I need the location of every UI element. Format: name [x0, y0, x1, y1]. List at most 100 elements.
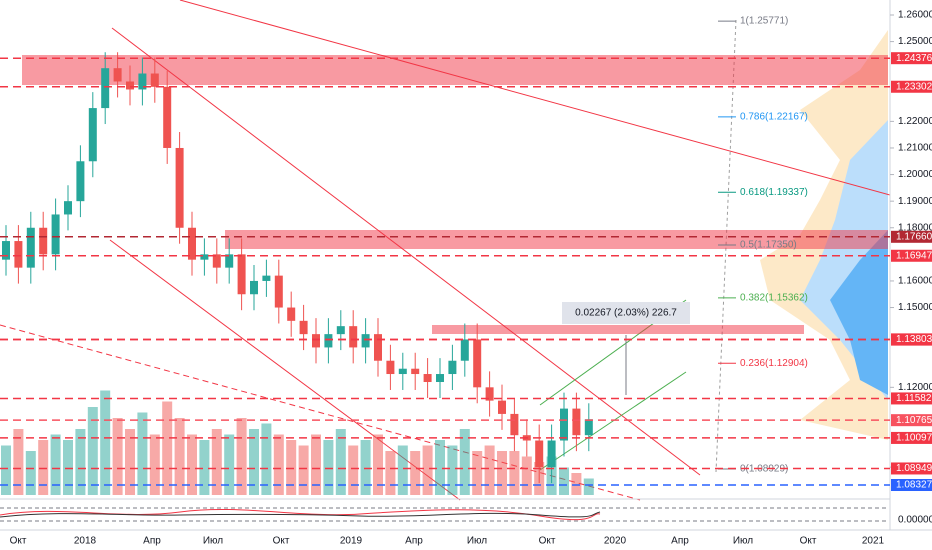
x-tick-label: 2019: [340, 536, 363, 547]
volume-bar: [38, 440, 49, 495]
candle-body: [163, 86, 172, 148]
y-tick-label: 1.19000: [898, 196, 932, 207]
volume-bar: [224, 434, 235, 495]
volume-bar: [348, 445, 359, 495]
x-tick-label: 2020: [604, 536, 627, 547]
candle-body: [473, 339, 482, 388]
y-tick-label: 1.18000: [898, 222, 932, 233]
candle-body: [101, 68, 110, 109]
fib-label: 0.382(1.15362): [740, 293, 808, 304]
candle-body: [76, 161, 85, 202]
candle-body: [225, 254, 234, 268]
candle-body: [423, 374, 432, 383]
price-badge-label: 1.08327: [896, 480, 932, 491]
volume-bar: [25, 451, 36, 495]
volume-bar: [236, 418, 247, 495]
fib-label: 0.5(1.17350): [740, 240, 797, 251]
x-tick-label: Апр: [405, 536, 423, 547]
candle-body: [498, 400, 506, 414]
candle-body: [287, 307, 296, 321]
x-tick-label: Окт: [10, 536, 27, 547]
volume-bar: [1, 445, 11, 495]
candle-body: [126, 81, 134, 90]
x-tick-label: Окт: [539, 536, 556, 547]
volume-bar: [559, 467, 569, 495]
candle-body: [64, 201, 72, 215]
candle-body: [299, 320, 308, 335]
volume-bar: [13, 429, 24, 495]
price-badge: [891, 249, 932, 262]
candle-body: [51, 214, 60, 255]
volume-bar: [472, 451, 483, 495]
candle-body: [510, 413, 519, 436]
candle-body: [535, 440, 544, 468]
candle-body: [436, 374, 444, 383]
trend-line: [0, 324, 641, 501]
measure-label: 0.02267 (2.03%) 226.7: [575, 308, 677, 319]
y-tick-label: 1.26000: [898, 10, 932, 21]
y-tick-label: 1.21000: [898, 143, 932, 154]
candle-body: [14, 241, 23, 268]
price-badge: [891, 431, 932, 444]
candle-body: [262, 275, 271, 281]
price-badge-label: 1.23302: [896, 81, 932, 92]
resistance-zone: [225, 230, 888, 249]
trend-line: [179, 0, 891, 196]
x-tick-label: Июл: [203, 536, 223, 547]
x-tick-label: Окт: [800, 536, 817, 547]
candle-body: [88, 108, 97, 162]
volume-bar: [497, 451, 507, 495]
fib-label: 0(1.08929): [740, 464, 788, 475]
price-badge: [891, 414, 932, 427]
trend-line: [111, 27, 701, 476]
volume-bar: [521, 456, 532, 495]
measure-box: [562, 302, 690, 324]
candle-body: [175, 147, 184, 228]
price-badge-label: 1.16947: [896, 250, 932, 261]
volume-bar: [63, 440, 73, 495]
fib-label: 0.786(1.22167): [740, 112, 808, 123]
price-badge-label: 1.11582: [896, 393, 932, 404]
volume-bar: [187, 434, 197, 495]
volume-bar: [249, 429, 259, 495]
indicator-line: [0, 511, 601, 518]
indicator-axis-label: 0.00000: [898, 515, 932, 526]
candle-body: [113, 68, 122, 82]
volume-bar: [571, 473, 582, 495]
candle-body: [312, 334, 320, 348]
price-badge: [891, 80, 932, 93]
candle-body: [250, 280, 258, 295]
x-tick-label: Апр: [143, 536, 161, 547]
price-badge: [891, 333, 932, 346]
candle-body: [237, 254, 246, 295]
candle-body: [460, 339, 469, 361]
resistance-zone: [432, 325, 804, 334]
candle-body: [485, 387, 494, 401]
volume-bar: [112, 418, 123, 495]
volume-bar: [211, 429, 222, 495]
volume-bar: [435, 440, 445, 495]
y-tick-label: 1.12000: [898, 382, 932, 393]
fib-label: 0.236(1.12904): [740, 358, 808, 369]
volume-bar: [75, 429, 86, 495]
volume-bar: [286, 440, 297, 495]
price-badge-label: 1.17660: [896, 231, 932, 242]
volume-bar: [273, 434, 284, 495]
fib-label: 0.618(1.19337): [740, 187, 808, 198]
candle-body: [26, 227, 35, 268]
candle-body: [212, 254, 221, 268]
volume-bar: [199, 440, 210, 495]
candle-body: [200, 254, 209, 260]
fib-label: 1(1.25771): [740, 16, 788, 27]
y-tick-label: 1.20000: [898, 169, 932, 180]
price-badge: [891, 479, 932, 492]
candle-body: [411, 368, 420, 375]
candle-body: [560, 408, 568, 441]
candle-body: [349, 326, 358, 348]
price-badge-label: 1.10097: [896, 433, 932, 444]
candle-body: [2, 241, 10, 260]
candle-body: [324, 334, 333, 348]
y-tick-label: 1.25000: [898, 36, 932, 47]
x-tick-label: Июл: [467, 536, 487, 547]
